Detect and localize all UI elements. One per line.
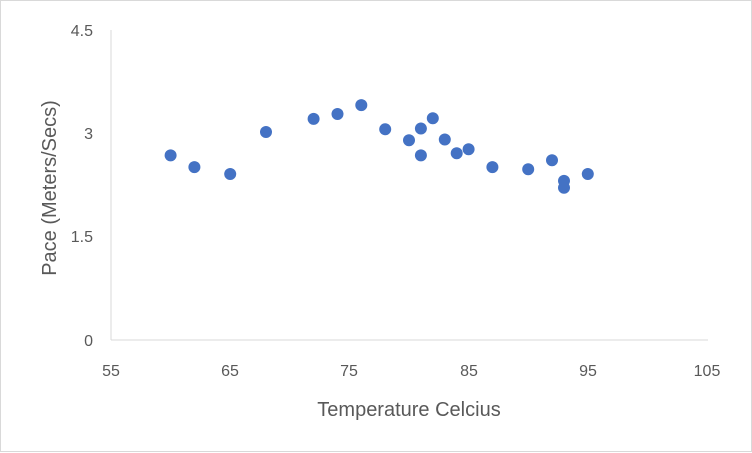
data-point [307, 112, 320, 125]
data-point [224, 168, 237, 180]
data-point [486, 161, 499, 174]
y-tick-label: 3 [84, 126, 93, 143]
data-point [164, 149, 177, 162]
data-point [188, 161, 201, 174]
data-point [414, 149, 427, 162]
data-point [450, 147, 463, 160]
x-tick-label: 95 [579, 363, 597, 380]
data-point [522, 163, 535, 176]
data-point [558, 181, 570, 194]
data-point [438, 133, 451, 146]
x-tick-label: 85 [460, 363, 478, 380]
y-tick-label: 0 [84, 333, 93, 350]
data-point [462, 143, 475, 156]
data-point [379, 123, 392, 136]
data-point [355, 99, 368, 112]
x-axis-title: Temperature Celcius [317, 399, 500, 421]
data-point [581, 168, 594, 180]
y-tick-label: 4.5 [71, 23, 93, 40]
data-point [426, 112, 439, 125]
x-tick-label: 75 [340, 363, 358, 380]
y-tick-label: 1.5 [71, 229, 93, 246]
data-point [403, 134, 415, 147]
data-points [164, 99, 594, 194]
y-axis-title: Pace (Meters/Secs) [39, 100, 61, 276]
x-tick-label: 65 [221, 363, 239, 380]
x-axis: 55 65 75 85 95 105 [102, 339, 721, 380]
y-axis: 4.5 3 1.5 0 [71, 23, 112, 350]
x-tick-label: 55 [102, 363, 120, 380]
data-point [414, 122, 427, 135]
data-point [331, 108, 344, 120]
x-tick-label: 105 [694, 363, 721, 380]
data-point [260, 126, 272, 138]
data-point [546, 154, 558, 167]
